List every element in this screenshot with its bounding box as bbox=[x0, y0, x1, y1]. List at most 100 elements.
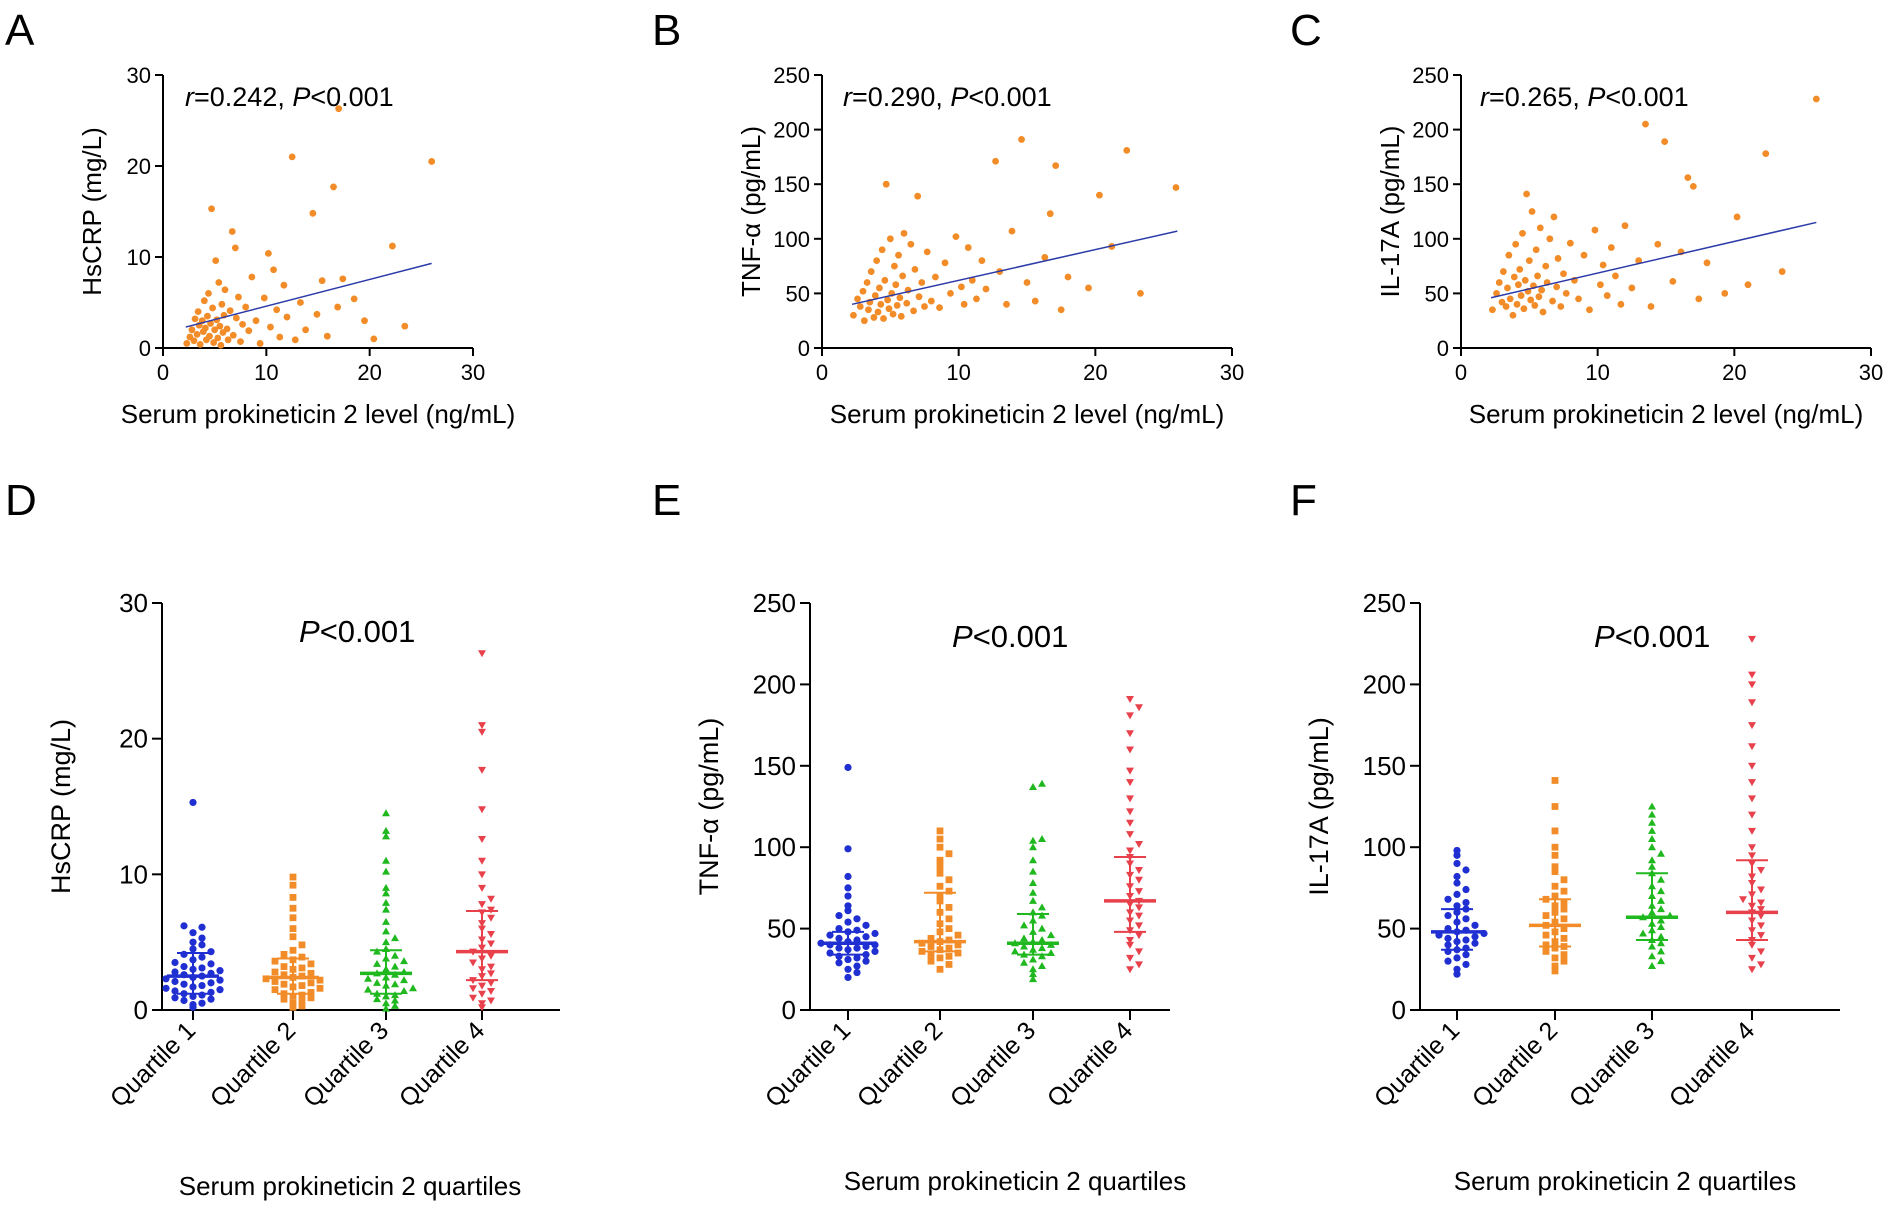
data-point bbox=[289, 999, 297, 1007]
data-point bbox=[1648, 942, 1656, 950]
data-point bbox=[298, 991, 306, 999]
y-axis-title: IL-17A (pg/mL) bbox=[1375, 126, 1405, 298]
data-point bbox=[1172, 184, 1180, 191]
data-point bbox=[1607, 244, 1615, 251]
data-point bbox=[1748, 722, 1756, 730]
data-point bbox=[1462, 936, 1470, 944]
data-point bbox=[844, 918, 852, 926]
data-point bbox=[1557, 303, 1565, 310]
data-point bbox=[373, 978, 381, 986]
y-tick-label: 0 bbox=[139, 336, 151, 361]
data-point bbox=[1126, 954, 1134, 962]
data-point bbox=[1126, 730, 1134, 738]
data-point bbox=[231, 244, 239, 252]
data-point bbox=[262, 975, 270, 983]
data-point bbox=[298, 953, 306, 961]
data-point bbox=[1648, 856, 1656, 864]
y-tick-label: 0 bbox=[1437, 336, 1449, 361]
data-point bbox=[1528, 208, 1536, 215]
data-point bbox=[1538, 286, 1546, 294]
y-tick-label: 100 bbox=[753, 832, 796, 862]
data-point bbox=[1551, 882, 1559, 890]
data-point bbox=[291, 336, 299, 344]
data-point bbox=[1512, 240, 1520, 248]
data-point bbox=[1550, 213, 1558, 221]
data-point bbox=[204, 312, 211, 320]
data-point bbox=[1444, 911, 1452, 920]
data-point bbox=[1509, 311, 1517, 319]
data-point bbox=[870, 314, 878, 321]
data-point bbox=[992, 157, 999, 165]
data-point bbox=[945, 961, 953, 968]
data-point bbox=[982, 285, 990, 293]
data-point bbox=[958, 283, 965, 291]
data-point bbox=[382, 927, 390, 935]
y-axis-title: HsCRP (mg/L) bbox=[46, 719, 76, 894]
data-point bbox=[1621, 222, 1629, 230]
data-point bbox=[936, 863, 944, 871]
x-tick-label: 0 bbox=[1455, 360, 1467, 385]
y-axis-title: TNF-α (pg/mL) bbox=[694, 718, 724, 896]
data-point bbox=[382, 1004, 390, 1012]
panel-letter: E bbox=[652, 476, 681, 525]
y-tick-label: 200 bbox=[1363, 669, 1406, 699]
y-tick-label: 50 bbox=[1377, 914, 1406, 944]
data-point bbox=[382, 856, 390, 864]
data-point bbox=[207, 960, 215, 968]
data-point bbox=[891, 262, 898, 270]
data-point bbox=[1023, 279, 1031, 286]
data-point bbox=[248, 273, 256, 281]
data-point bbox=[1038, 935, 1046, 943]
data-point bbox=[198, 953, 206, 961]
y-tick-label: 0 bbox=[134, 995, 148, 1025]
data-point bbox=[945, 850, 953, 858]
panel-b: B 0 50 100 150 200 250 0 10 20 30 Serum prokinetici… bbox=[652, 6, 1244, 429]
data-point bbox=[242, 303, 250, 311]
data-point bbox=[1560, 951, 1568, 959]
data-point bbox=[1757, 866, 1765, 874]
data-point bbox=[1029, 896, 1037, 904]
data-point bbox=[910, 307, 917, 315]
data-point bbox=[313, 310, 321, 318]
data-point bbox=[232, 314, 240, 322]
data-point bbox=[1011, 947, 1019, 955]
data-point bbox=[835, 925, 843, 933]
data-point bbox=[1126, 808, 1134, 816]
data-point bbox=[1560, 905, 1568, 913]
data-point bbox=[271, 978, 279, 985]
data-point bbox=[1064, 273, 1072, 281]
data-point bbox=[1536, 224, 1544, 232]
data-point bbox=[189, 929, 197, 937]
data-point bbox=[289, 881, 297, 889]
data-point bbox=[180, 922, 188, 930]
data-point bbox=[198, 991, 206, 999]
category-label: Quartile 3 bbox=[1564, 1016, 1660, 1112]
data-point bbox=[1020, 942, 1028, 950]
y-tick-label: 30 bbox=[119, 588, 148, 618]
data-point bbox=[1657, 932, 1665, 940]
data-point bbox=[918, 947, 926, 955]
data-point bbox=[198, 934, 206, 942]
data-point bbox=[1551, 843, 1559, 851]
y-tick-label: 250 bbox=[1363, 588, 1406, 618]
data-point bbox=[1542, 947, 1550, 955]
data-point bbox=[289, 933, 297, 941]
data-point bbox=[936, 827, 944, 835]
data-point bbox=[945, 904, 953, 911]
data-point bbox=[1657, 875, 1665, 883]
data-point bbox=[903, 299, 911, 307]
data-point bbox=[835, 959, 843, 967]
data-point bbox=[487, 963, 495, 971]
data-point bbox=[382, 992, 390, 1000]
data-point bbox=[945, 887, 953, 895]
data-point bbox=[283, 313, 291, 321]
x-tick-label: 10 bbox=[1585, 360, 1609, 385]
data-point bbox=[289, 1003, 297, 1011]
data-point bbox=[487, 914, 495, 922]
data-point bbox=[947, 290, 954, 297]
data-point bbox=[871, 947, 879, 955]
category-label: Quartile 2 bbox=[852, 1016, 948, 1112]
data-point bbox=[1462, 915, 1470, 923]
category-label: Quartile 1 bbox=[1369, 1016, 1465, 1112]
